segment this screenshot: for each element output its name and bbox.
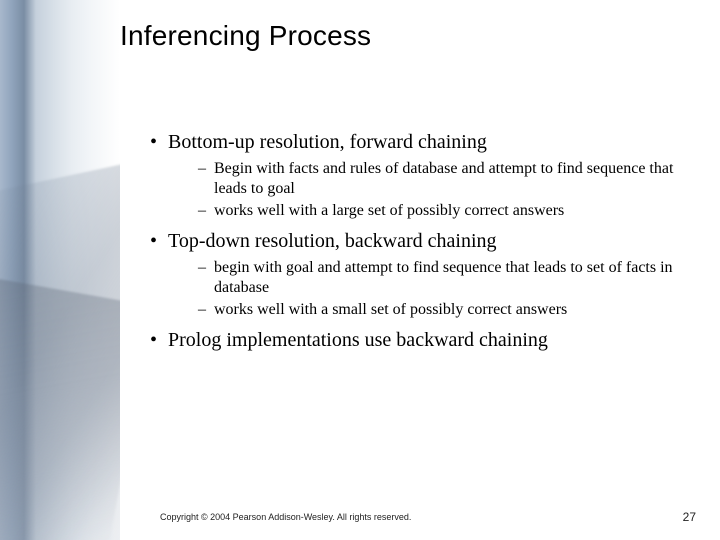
- sub-bullet-item: works well with a small set of possibly …: [198, 300, 680, 320]
- bullet-item: Top-down resolution, backward chaining b…: [150, 229, 680, 320]
- bullet-list-level2: Begin with facts and rules of database a…: [168, 159, 680, 221]
- mountain-shape-2: [0, 278, 120, 540]
- bullet-item: Bottom-up resolution, forward chaining B…: [150, 130, 680, 221]
- bullet-text: Bottom-up resolution, forward chaining: [168, 131, 487, 153]
- footer-page-number: 27: [683, 510, 696, 524]
- bullet-item: Prolog implementations use backward chai…: [150, 328, 680, 353]
- bullet-list-level1: Bottom-up resolution, forward chaining B…: [150, 130, 680, 353]
- content-area: Inferencing Process Bottom-up resolution…: [120, 0, 720, 540]
- sub-bullet-item: works well with a large set of possibly …: [198, 201, 680, 221]
- sub-bullet-item: begin with goal and attempt to find sequ…: [198, 258, 680, 298]
- sub-bullet-item: Begin with facts and rules of database a…: [198, 159, 680, 199]
- slide-title: Inferencing Process: [120, 20, 371, 52]
- slide-body: Bottom-up resolution, forward chaining B…: [150, 130, 680, 359]
- slide: Inferencing Process Bottom-up resolution…: [0, 0, 720, 540]
- footer-copyright: Copyright © 2004 Pearson Addison-Wesley.…: [160, 512, 411, 522]
- sidebar-decorative: [0, 0, 120, 540]
- bullet-text: Prolog implementations use backward chai…: [168, 329, 548, 351]
- bullet-list-level2: begin with goal and attempt to find sequ…: [168, 258, 680, 320]
- bullet-text: Top-down resolution, backward chaining: [168, 230, 497, 252]
